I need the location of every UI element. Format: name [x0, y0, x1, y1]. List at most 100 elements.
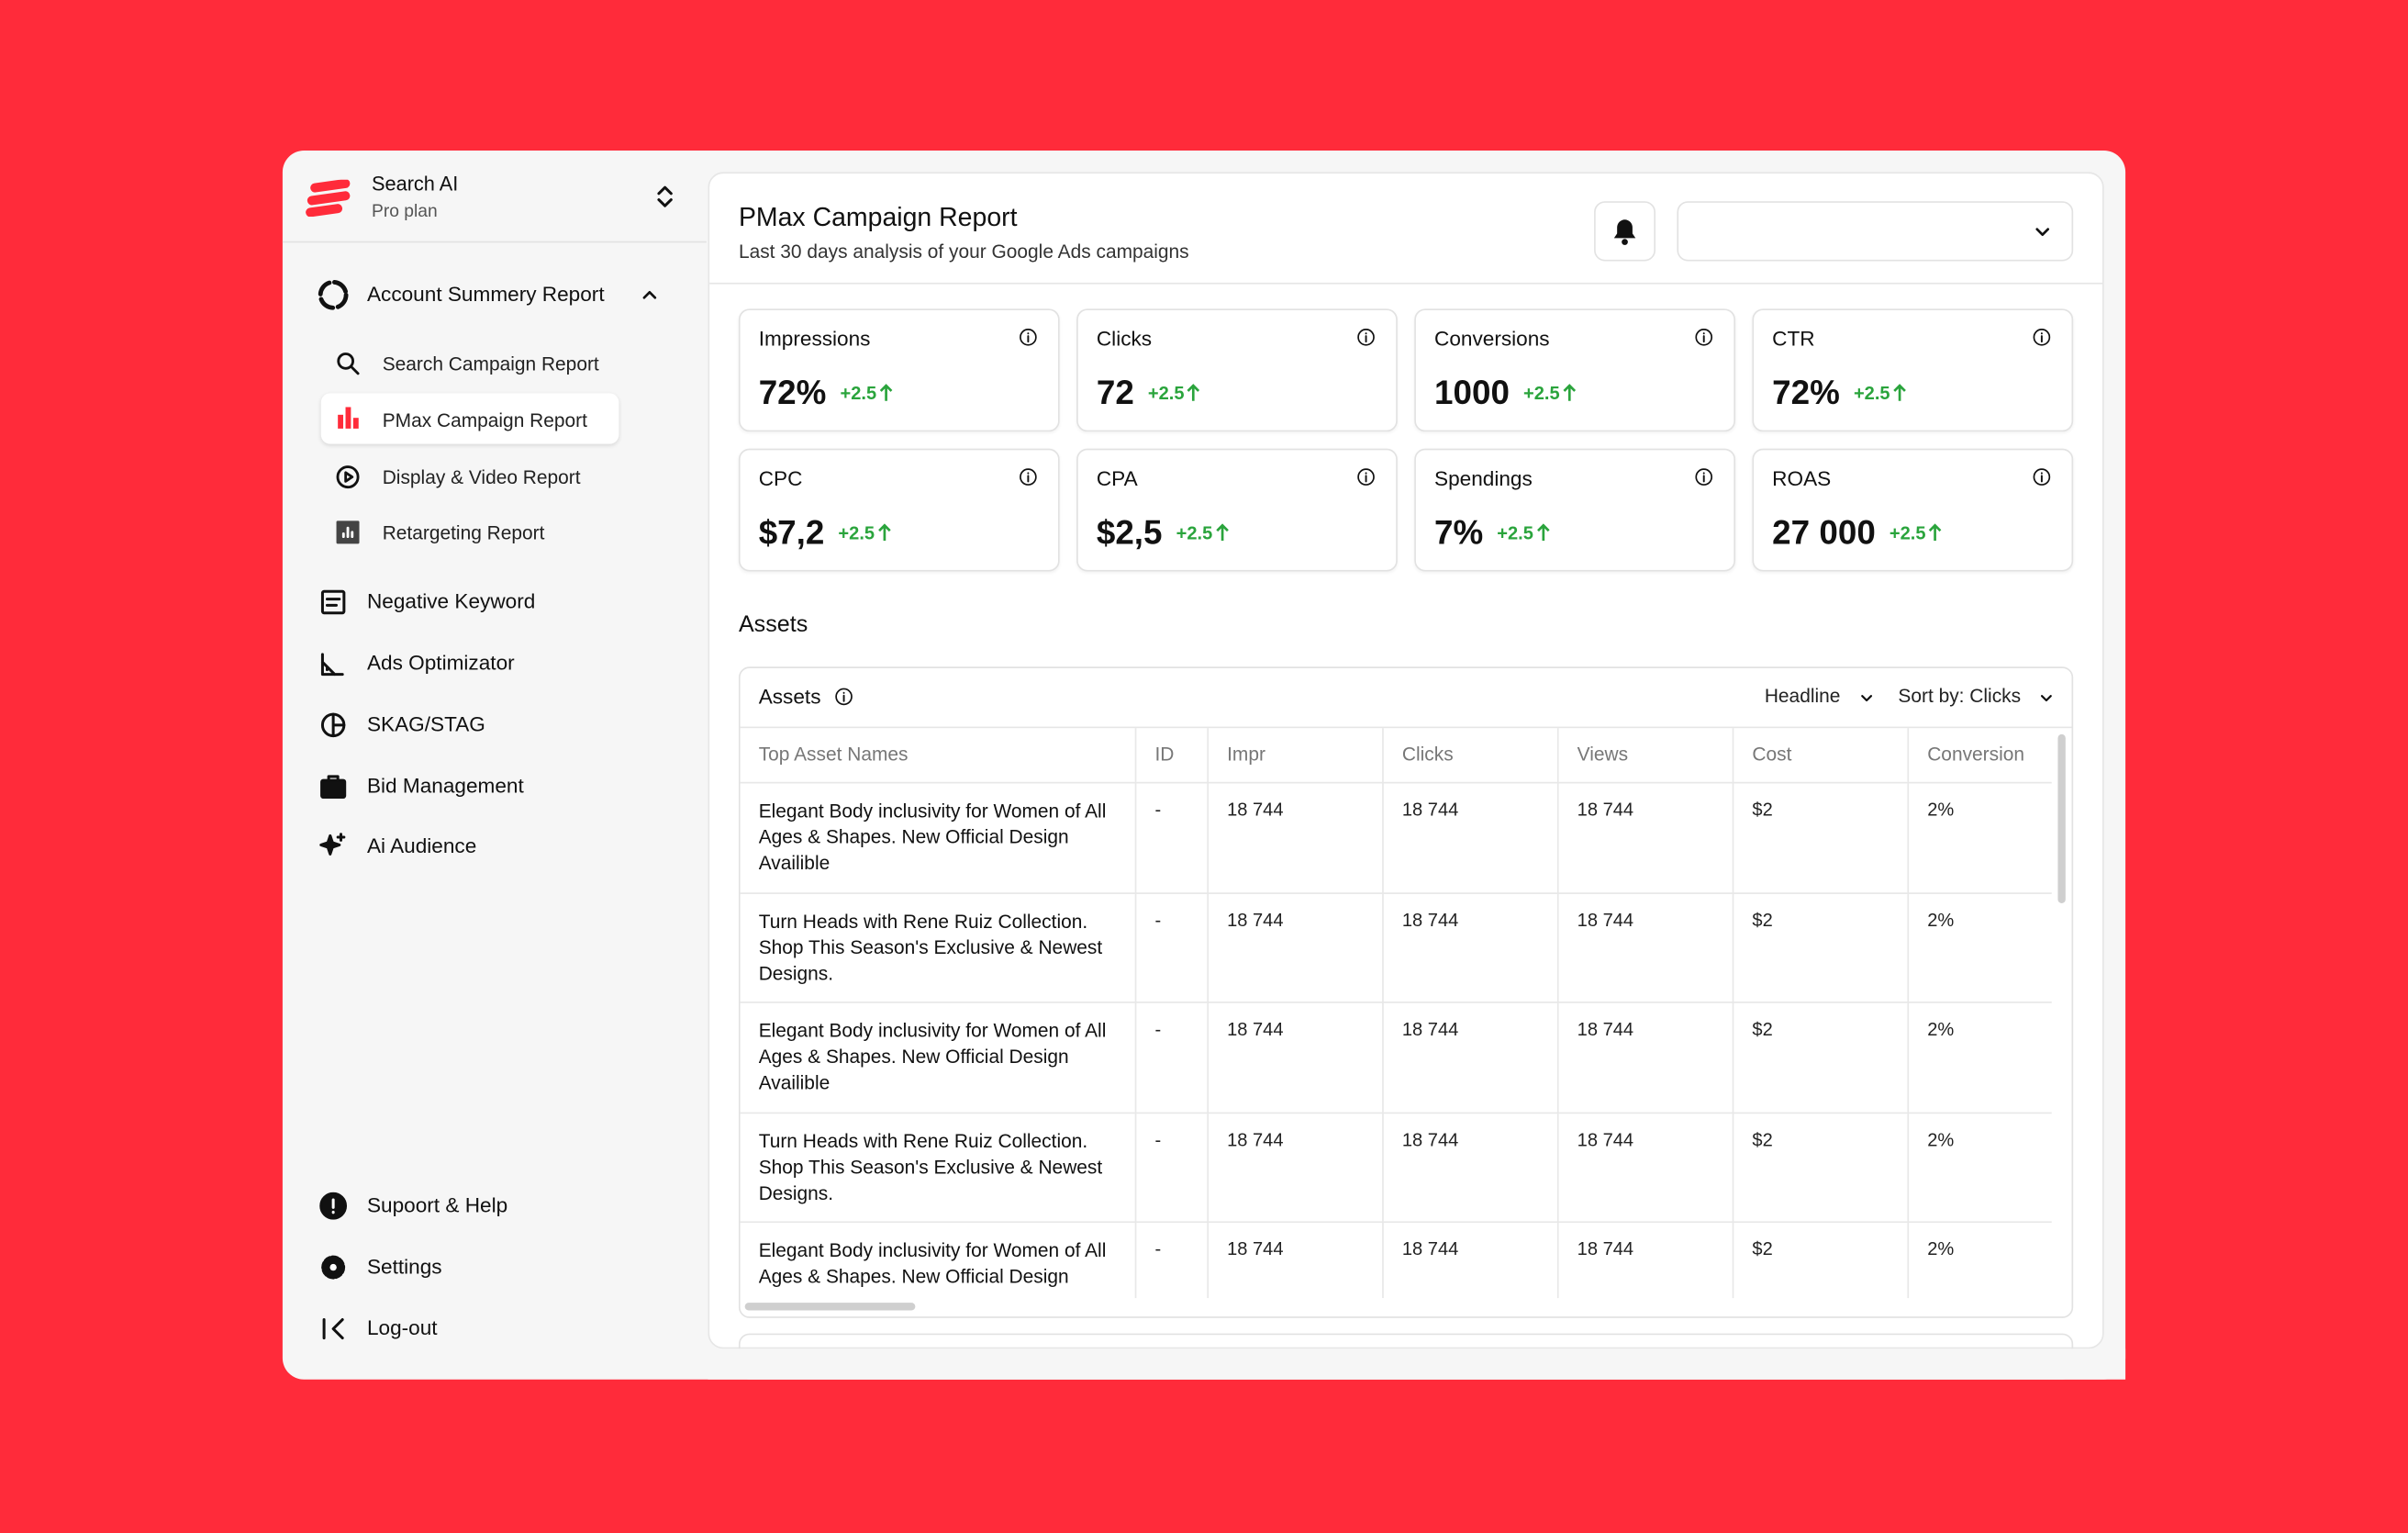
nav-item[interactable] — [307, 1245, 676, 1291]
table-cell: $2 — [1752, 799, 1773, 821]
metric-value: 72% — [758, 373, 827, 412]
table-cell: - — [1154, 1018, 1162, 1040]
column-header: Impr — [1227, 743, 1265, 766]
icon — [878, 383, 894, 403]
metric-card — [1752, 308, 2074, 432]
metric-card — [738, 308, 1060, 432]
table-cell: 18 744 — [1577, 799, 1634, 821]
asset-name: Turn Heads with Rene Ruiz Collection. Sh… — [758, 911, 1103, 985]
nav-item-label: Bid Management — [366, 774, 524, 798]
nav-item-label: Log-out — [366, 1316, 438, 1340]
table-cell: - — [1154, 1129, 1162, 1151]
metric-card — [1752, 448, 2074, 572]
table-cell: $2 — [1752, 909, 1773, 932]
nav-subitem-label: Retargeting Report — [382, 521, 545, 544]
column-header: Conversion — [1927, 743, 2025, 766]
column-divider — [1556, 728, 1559, 1299]
icon — [335, 351, 361, 376]
icon — [637, 283, 662, 308]
table-cell: 18 744 — [1401, 1129, 1459, 1151]
table-cell: 18 744 — [1401, 1018, 1459, 1040]
metric-label: Spendings — [1434, 466, 1533, 490]
icon — [652, 183, 679, 210]
metric-label: CPA — [1096, 466, 1138, 490]
nav-group-label: Account Summery Report — [366, 282, 605, 307]
table-cell: 18 744 — [1401, 909, 1459, 932]
page-title: PMax Campaign Report — [738, 202, 1018, 232]
filter-dropdown[interactable]: Headline — [1764, 685, 1841, 707]
table-cell: $2 — [1752, 1018, 1773, 1040]
scrollbar-vertical — [2057, 733, 2066, 904]
column-header: Cost — [1752, 743, 1792, 766]
icon — [318, 279, 349, 310]
column-divider — [1382, 728, 1384, 1299]
table-cell: 18 744 — [1227, 1018, 1284, 1040]
plan: Pro plan — [371, 202, 438, 221]
row-divider — [740, 1112, 2052, 1114]
icon — [1186, 383, 1201, 403]
icon — [2032, 327, 2052, 347]
column-header: Views — [1577, 743, 1629, 766]
metric-value: 1000 — [1434, 373, 1510, 412]
icon — [1891, 383, 1907, 403]
icon — [1019, 327, 1039, 347]
icon — [319, 1254, 347, 1281]
table-cell: $2 — [1752, 1237, 1773, 1260]
table-cell: 18 744 — [1227, 1237, 1284, 1260]
icon — [1694, 467, 1714, 487]
metric-change: +2.5 — [840, 382, 877, 405]
table-title: Assets — [758, 685, 821, 709]
icon — [1694, 327, 1714, 347]
metric-change: +2.5 — [1523, 382, 1560, 405]
metric-card — [738, 448, 1060, 572]
nav-item-label: Ads Optimizator — [366, 651, 515, 675]
metric-label: Clicks — [1096, 327, 1153, 351]
asset-name: Elegant Body inclusivity for Women of Al… — [758, 800, 1107, 875]
icon — [319, 588, 347, 616]
table-cell: 18 744 — [1227, 1129, 1284, 1151]
metric-label: ROAS — [1772, 466, 1832, 490]
column-header: Top Asset Names — [758, 743, 909, 766]
table-cell: - — [1154, 1237, 1162, 1260]
app-bottom-mask — [708, 1348, 2126, 1380]
asset-name: Elegant Body inclusivity for Women of Al… — [758, 1020, 1107, 1094]
main-panel — [708, 172, 2104, 1349]
metric-value: $2,5 — [1096, 512, 1163, 552]
icon — [1927, 522, 1943, 543]
nav-item-label: Ai Audience — [366, 834, 477, 857]
metric-change: +2.5 — [838, 521, 875, 544]
table-cell: 2% — [1927, 1237, 1955, 1260]
table-cell: 18 744 — [1401, 1237, 1459, 1260]
notification-button[interactable] — [1594, 201, 1656, 262]
metric-value: 72% — [1772, 373, 1840, 412]
metric-label: CPC — [758, 466, 803, 490]
row-divider — [740, 892, 2052, 894]
metric-change: +2.5 — [1853, 382, 1890, 405]
icon — [876, 522, 892, 543]
icon — [319, 1315, 347, 1342]
divider — [282, 241, 707, 243]
nav-item-label: SKAG/STAG — [366, 712, 485, 736]
nav-subitem-active[interactable] — [320, 393, 619, 444]
icon — [2032, 467, 2052, 487]
icon — [1535, 522, 1551, 543]
metric-card — [1076, 308, 1398, 432]
table-cell: - — [1154, 799, 1162, 821]
metric-card — [1414, 308, 1736, 432]
nav-item[interactable] — [307, 702, 676, 748]
table-cell: 18 744 — [1577, 909, 1634, 932]
metric-label: Impressions — [758, 327, 871, 351]
dropdown[interactable] — [1677, 201, 2074, 262]
nav-item[interactable] — [307, 823, 676, 869]
metric-change: +2.5 — [1147, 382, 1185, 405]
divider — [740, 726, 2072, 729]
column-divider — [1207, 728, 1210, 1299]
table-cell: 2% — [1927, 1018, 1955, 1040]
table-cell: 2% — [1927, 909, 1955, 932]
row-divider — [740, 1001, 2052, 1003]
metric-change: +2.5 — [1889, 521, 1926, 544]
metric-card — [1414, 448, 1736, 572]
column-header: Clicks — [1401, 743, 1454, 766]
filter-dropdown[interactable]: Sort by: Clicks — [1898, 685, 2022, 707]
nav-item[interactable] — [307, 1305, 676, 1351]
